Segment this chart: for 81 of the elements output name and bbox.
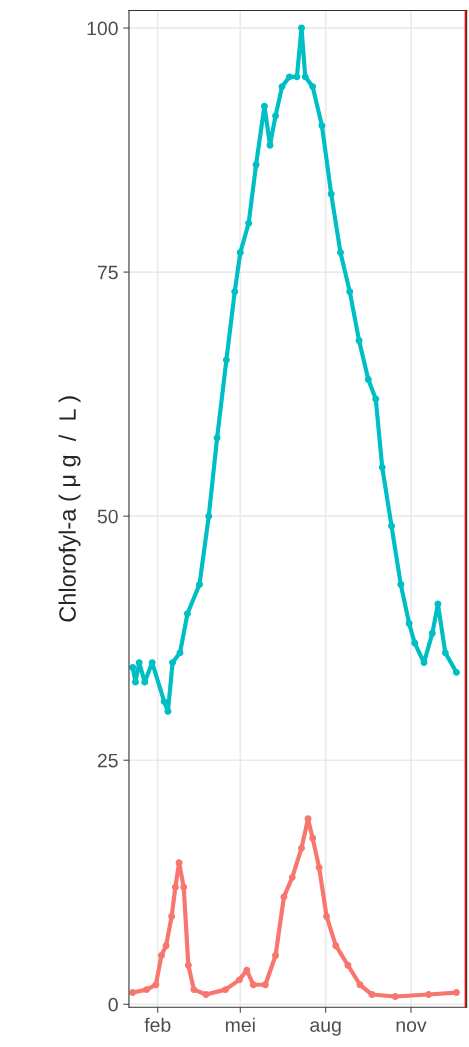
point — [323, 912, 331, 920]
point — [278, 83, 286, 91]
point — [184, 961, 192, 969]
point — [143, 986, 151, 994]
point — [293, 73, 301, 81]
x-tick-label: feb — [144, 1017, 171, 1032]
point — [285, 73, 293, 81]
point — [129, 664, 137, 671]
point — [171, 883, 179, 891]
y-axis-title: Chlorofyl-a ( μ g / L ) — [58, 396, 81, 622]
point — [213, 434, 221, 442]
point — [441, 649, 449, 657]
point — [425, 991, 433, 998]
point — [452, 668, 460, 676]
point — [152, 981, 160, 989]
y-tick-label: 0 — [108, 997, 118, 1012]
point — [261, 981, 269, 989]
point — [452, 989, 460, 997]
y-tick-label: 100 — [87, 21, 118, 36]
point — [388, 522, 395, 530]
point — [190, 986, 198, 994]
x-tick-label: nov — [396, 1021, 427, 1032]
point — [180, 883, 188, 891]
point — [222, 356, 230, 364]
point — [272, 952, 280, 959]
point — [378, 463, 386, 471]
point — [235, 976, 243, 984]
point — [405, 620, 413, 628]
point — [298, 24, 305, 32]
point — [309, 834, 317, 842]
point — [266, 141, 274, 149]
y-tick-label: 75 — [97, 265, 118, 280]
point — [318, 122, 326, 130]
point — [337, 249, 344, 257]
point — [249, 981, 257, 989]
point — [364, 376, 372, 383]
point — [169, 659, 177, 667]
y-tick-label: 50 — [97, 509, 118, 524]
x-tick-label: mei — [225, 1017, 255, 1032]
point — [356, 981, 364, 989]
point — [221, 986, 229, 994]
point — [231, 288, 239, 296]
point — [176, 649, 184, 657]
point — [236, 249, 244, 257]
point — [368, 991, 376, 998]
point — [168, 912, 176, 920]
point — [183, 610, 191, 618]
point — [205, 512, 213, 520]
point — [272, 112, 280, 120]
point — [301, 73, 309, 81]
y-tick-label: 25 — [97, 753, 118, 768]
point — [202, 991, 210, 998]
point — [327, 190, 335, 198]
point — [332, 942, 340, 950]
point — [315, 864, 323, 872]
point — [260, 102, 268, 110]
point — [245, 219, 253, 227]
point — [157, 952, 165, 959]
point — [428, 629, 436, 637]
point — [420, 659, 428, 667]
point — [160, 698, 168, 706]
point — [434, 600, 442, 608]
x-tick-label: aug — [310, 1021, 341, 1036]
point — [344, 961, 352, 969]
point — [298, 844, 305, 852]
point — [391, 993, 399, 1000]
point — [129, 989, 137, 997]
point — [288, 873, 296, 881]
point — [164, 707, 172, 715]
point — [346, 288, 354, 296]
point — [355, 336, 363, 344]
point — [397, 581, 405, 588]
point — [304, 815, 312, 823]
point — [411, 639, 419, 647]
point — [372, 395, 380, 403]
point — [175, 859, 183, 867]
point — [196, 581, 203, 588]
point — [252, 161, 260, 169]
point — [280, 893, 288, 901]
point — [162, 942, 170, 950]
point — [309, 83, 317, 91]
